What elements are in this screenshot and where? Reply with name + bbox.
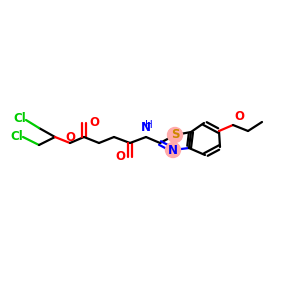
Text: S: S [171,128,179,142]
Text: H: H [145,120,153,130]
Text: O: O [65,131,75,144]
Text: N: N [168,143,178,157]
Text: O: O [115,151,125,164]
Text: O: O [234,110,244,123]
Text: O: O [89,116,99,130]
Circle shape [167,128,182,142]
Text: Cl: Cl [10,130,23,143]
Text: Cl: Cl [13,112,26,125]
Text: N: N [141,121,151,134]
Circle shape [166,142,181,158]
